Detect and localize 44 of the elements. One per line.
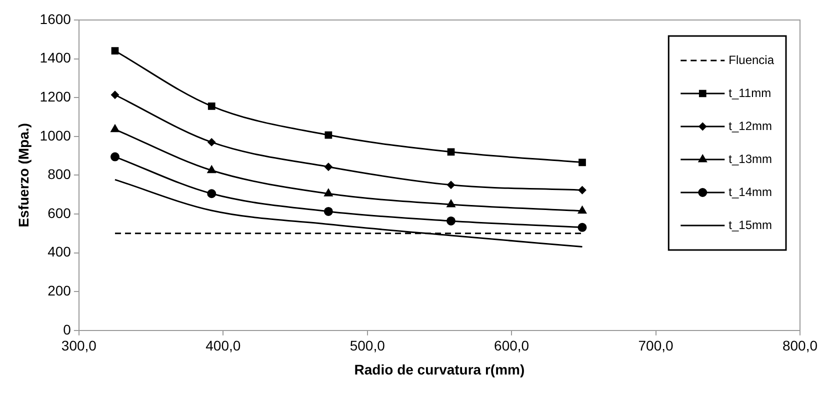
legend-label: Fluencia — [728, 52, 774, 67]
y-axis-title: Esfuerzo (Mpa.) — [15, 123, 32, 228]
point — [578, 206, 587, 214]
x-tick-label: 300,0 — [61, 338, 97, 354]
x-tick-label: 400,0 — [206, 338, 241, 354]
point — [324, 131, 332, 139]
y-tick-label: 200 — [48, 282, 72, 298]
y-tick-label: 600 — [48, 204, 72, 221]
point — [447, 148, 455, 156]
point — [324, 206, 333, 216]
point — [110, 152, 120, 162]
point — [208, 102, 216, 110]
legend-label: t_14mm — [728, 184, 772, 199]
x-tick-label: 600,0 — [494, 338, 530, 354]
x-tick-label: 700,0 — [638, 338, 674, 354]
point — [207, 165, 216, 174]
point — [110, 124, 120, 132]
legend-label: t_15mm — [728, 218, 772, 232]
point — [111, 47, 119, 55]
y-tick-label: 400 — [48, 244, 72, 260]
legend-label: t_13mm — [728, 152, 772, 166]
point — [324, 162, 332, 171]
x-axis-title: Radio de curvatura r(mm) — [354, 361, 525, 378]
y-tick-label: 1200 — [40, 88, 72, 104]
point — [207, 189, 216, 198]
x-tick-label: 800,0 — [782, 338, 818, 354]
y-tick-label: 800 — [48, 166, 72, 182]
point — [578, 222, 587, 232]
y-tick-label: 0 — [63, 321, 72, 338]
y-tick-label: 1600 — [40, 10, 72, 27]
y-tick-label: 1000 — [40, 127, 72, 144]
point — [447, 180, 456, 189]
point — [111, 90, 119, 99]
point — [578, 186, 586, 194]
y-tick-label: 1400 — [40, 50, 72, 66]
line-series — [114, 178, 583, 248]
point — [446, 216, 456, 226]
legend-label: t_12mm — [728, 118, 772, 133]
legend-label: t_11mm — [728, 86, 772, 100]
point — [446, 199, 456, 208]
point — [324, 188, 333, 196]
x-tick-label: 500,0 — [350, 338, 386, 354]
point — [208, 138, 216, 146]
point — [578, 158, 586, 166]
